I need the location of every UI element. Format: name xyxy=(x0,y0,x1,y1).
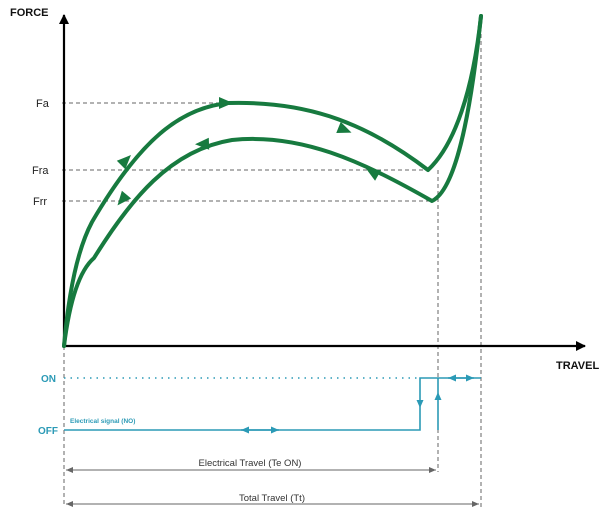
curve-arrow-up-icon xyxy=(116,155,131,170)
on-state-label: ON xyxy=(41,374,56,385)
total-travel-label: Total Travel (Tt) xyxy=(239,493,305,504)
curve-arrow-right-icon xyxy=(219,97,233,109)
signal-arrow-up-icon xyxy=(434,392,442,400)
frr-label: Frr xyxy=(33,196,47,208)
x-axis-label: TRAVEL xyxy=(556,360,599,372)
curve-arrow-down-icon xyxy=(117,190,132,206)
release-force-curve xyxy=(62,14,483,348)
force-curves xyxy=(62,14,483,348)
signal-arrow-down-icon xyxy=(416,400,424,408)
fra-label: Fra xyxy=(32,165,49,177)
curve-arrow-left-icon xyxy=(365,168,382,181)
electrical-signal-label: Electrical signal (NO) xyxy=(70,418,135,425)
axes xyxy=(59,14,586,351)
actuation-force-curve xyxy=(62,14,483,348)
curve-arrow-left-icon xyxy=(195,137,210,150)
fa-label: Fa xyxy=(36,98,50,110)
curve-arrow-right-icon xyxy=(336,121,352,133)
electrical-travel-label: Electrical Travel (Te ON) xyxy=(199,458,302,469)
off-state-label: OFF xyxy=(38,426,58,437)
curve-direction-arrows xyxy=(116,97,382,206)
signal-arrows xyxy=(241,374,474,434)
guide-lines xyxy=(62,20,482,507)
y-axis-label: FORCE xyxy=(10,7,49,19)
